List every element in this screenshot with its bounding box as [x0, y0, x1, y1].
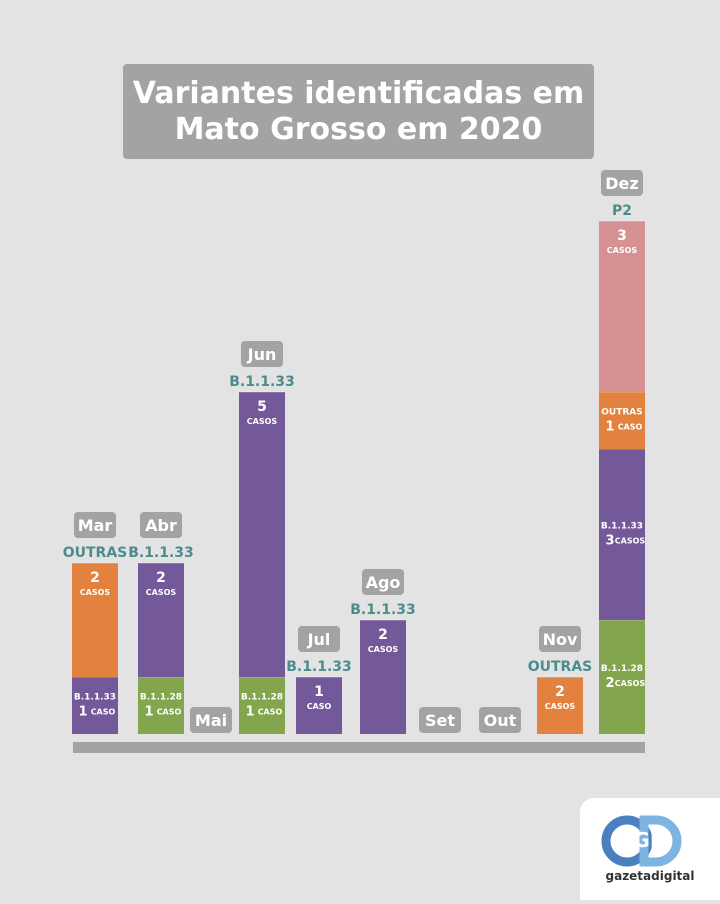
- top-variant-Dez: P2: [612, 203, 632, 219]
- top-variant-Nov: OUTRAS: [528, 659, 593, 675]
- segment-unit-Ago-0: CASOS: [368, 645, 399, 654]
- chart-title-line-1: Variantes identificadas em: [132, 75, 585, 111]
- month-tag-Dez: [601, 170, 643, 196]
- segment-count-Mar-0: 1: [78, 705, 87, 720]
- logo-wordmark: gazetadigital: [606, 869, 695, 883]
- month-tag-Mai: [190, 707, 232, 733]
- chart-title: Variantes identificadas em Mato Grosso e…: [123, 64, 594, 159]
- month-label-Mar: Mar: [78, 516, 113, 535]
- segment-count-Dez-1: 3: [605, 534, 614, 549]
- baseline-bar: [73, 742, 645, 753]
- bar-Mar-0: [72, 677, 118, 734]
- top-variant-Abr: B.1.1.33: [128, 545, 194, 561]
- segment-unit-Dez-2: CASO: [618, 423, 643, 432]
- month-label-Jun: Jun: [247, 345, 277, 364]
- segment-count-Ago-0: 2: [378, 627, 388, 643]
- month-tag-Set: [419, 707, 461, 733]
- top-variant-Jul: B.1.1.33: [286, 659, 352, 675]
- month-label-Mai: Mai: [195, 711, 227, 730]
- segment-variant-Dez-2: OUTRAS: [601, 408, 642, 418]
- segment-unit-Mar-0: CASO: [91, 708, 116, 717]
- segment-unit-Jul-0: CASO: [307, 702, 332, 711]
- bar-Mar-1: [72, 563, 118, 677]
- bar-Dez-1: [599, 449, 645, 620]
- segment-variant-Mar-0: B.1.1.33: [74, 693, 116, 703]
- top-variant-Jun: B.1.1.33: [229, 374, 295, 390]
- month-label-Set: Set: [425, 711, 455, 730]
- segment-count-Abr-1: 2: [156, 570, 166, 586]
- bar-Jul-0: [296, 677, 342, 734]
- segment-count-Dez-0: 2: [605, 676, 614, 691]
- segment-count-Jun-1: 5: [257, 399, 267, 415]
- month-label-Dez: Dez: [605, 174, 638, 193]
- segment-count-Dez-3: 3: [617, 228, 627, 244]
- bar-Dez-2: [599, 392, 645, 449]
- top-variant-Ago: B.1.1.33: [350, 602, 416, 618]
- month-tag-Out: [479, 707, 521, 733]
- bar-Nov-0: [537, 677, 583, 734]
- bar-Jun-0: [239, 677, 285, 734]
- month-tag-Nov: [539, 626, 581, 652]
- segment-unit-Dez-0: CASOS: [615, 679, 646, 688]
- segment-count-Mar-1: 2: [90, 570, 100, 586]
- month-tag-Mar: [74, 512, 116, 538]
- segment-count-Jul-0: 1: [314, 684, 324, 700]
- top-variant-Mar: OUTRAS: [63, 545, 128, 561]
- segment-count-Dez-2: 1: [605, 420, 614, 435]
- segment-count-Abr-0: 1: [144, 705, 153, 720]
- bar-Abr-0: [138, 677, 184, 734]
- segment-variant-Dez-0: B.1.1.28: [601, 664, 643, 674]
- logo-monogram: GD: [633, 828, 666, 852]
- logo-panel: GD gazetadigital: [580, 798, 720, 900]
- month-tag-Jun: [241, 341, 283, 367]
- segment-variant-Jun-0: B.1.1.28: [241, 693, 283, 703]
- month-label-Out: Out: [484, 711, 517, 730]
- bar-Dez-0: [599, 620, 645, 734]
- segment-unit-Abr-0: CASO: [157, 708, 182, 717]
- month-tag-Abr: [140, 512, 182, 538]
- month-tag-Jul: [298, 626, 340, 652]
- segment-unit-Dez-3: CASOS: [607, 246, 638, 255]
- bar-Ago-0: [360, 620, 406, 734]
- bar-Jun-1: [239, 392, 285, 677]
- month-label-Abr: Abr: [145, 516, 177, 535]
- segment-unit-Dez-1: CASOS: [615, 537, 646, 546]
- logo-d-shape: [639, 815, 682, 867]
- month-label-Jul: Jul: [307, 630, 331, 649]
- segment-unit-Nov-0: CASOS: [545, 702, 576, 711]
- month-label-Ago: Ago: [366, 573, 401, 592]
- segment-count-Nov-0: 2: [555, 684, 565, 700]
- segment-variant-Dez-1: B.1.1.33: [601, 522, 643, 532]
- bar-Abr-1: [138, 563, 184, 677]
- segment-unit-Jun-0: CASO: [258, 708, 283, 717]
- segment-unit-Abr-1: CASOS: [146, 588, 177, 597]
- gazeta-digital-logo: GD gazetadigital: [601, 815, 695, 883]
- bar-Dez-3: [599, 221, 645, 392]
- chart-title-line-2: Mato Grosso em 2020: [174, 111, 543, 147]
- segment-variant-Abr-0: B.1.1.28: [140, 693, 182, 703]
- month-tag-Ago: [362, 569, 404, 595]
- segment-count-Jun-0: 1: [245, 705, 254, 720]
- segment-unit-Jun-1: CASOS: [247, 417, 278, 426]
- segment-unit-Mar-1: CASOS: [80, 588, 111, 597]
- month-label-Nov: Nov: [543, 630, 578, 649]
